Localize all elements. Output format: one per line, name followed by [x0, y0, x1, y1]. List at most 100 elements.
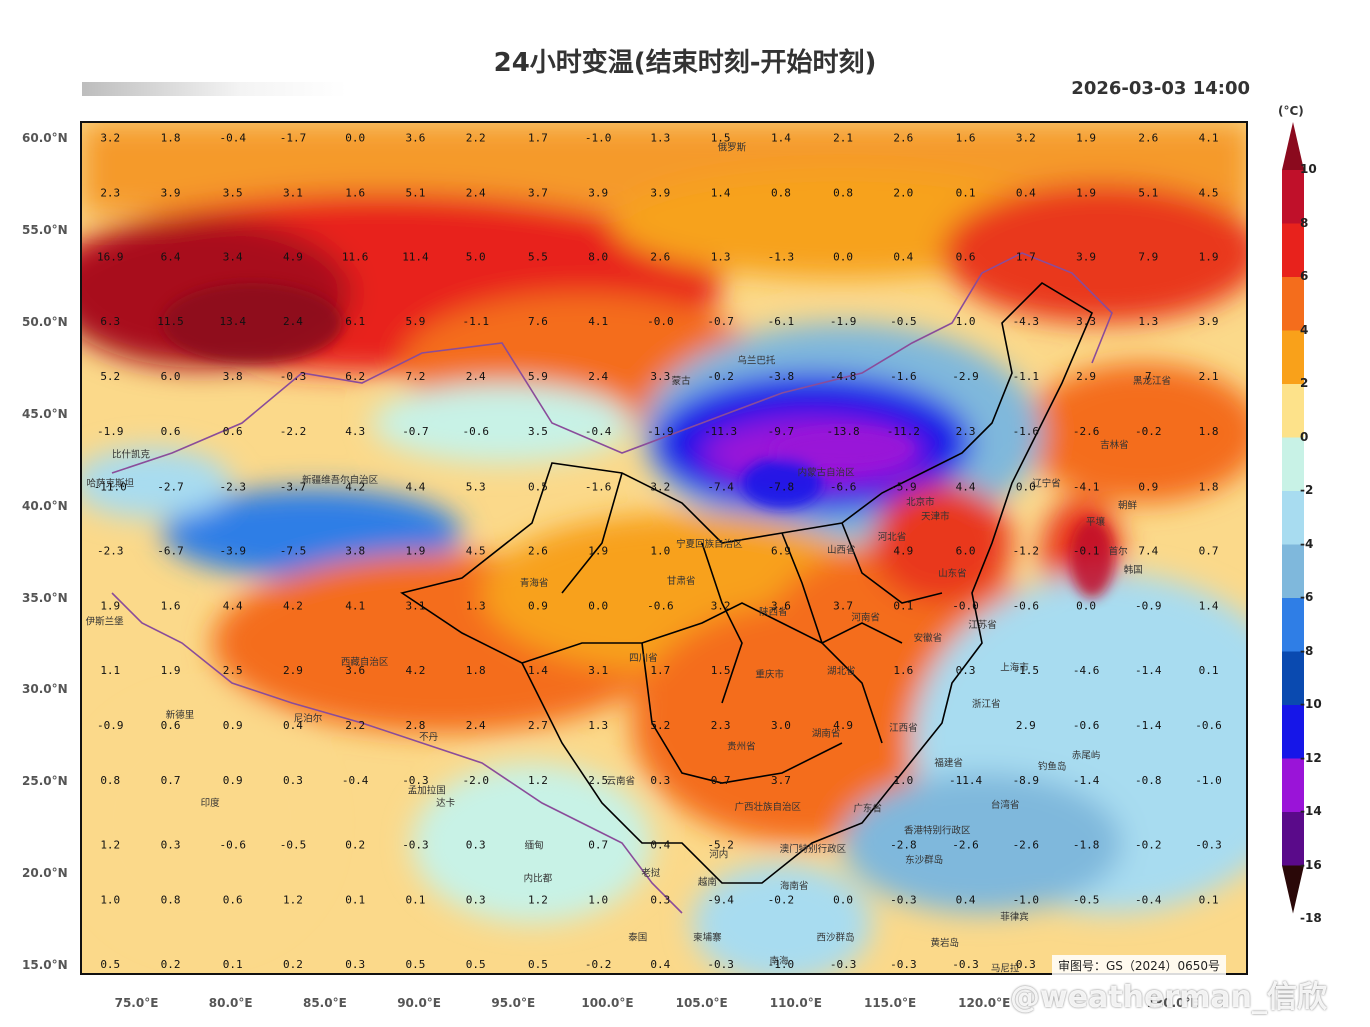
grid-value: 1.9 — [1076, 131, 1096, 144]
grid-value: 4.9 — [833, 719, 853, 732]
grid-value: 3.9 — [1199, 315, 1219, 328]
grid-value: 1.7 — [1016, 251, 1036, 264]
grid-value: 1.4 — [711, 186, 731, 199]
grid-value: -7.5 — [280, 545, 307, 558]
grid-value: -5.9 — [890, 480, 917, 493]
grid-value: 4.3 — [345, 425, 365, 438]
grid-value: 1.8 — [161, 131, 181, 144]
grid-value: 4.9 — [283, 251, 303, 264]
grid-value: -0.8 — [1135, 774, 1162, 787]
colorbar-segment — [1282, 223, 1304, 278]
place-label: 河南省 — [851, 612, 880, 624]
grid-value: -2.9 — [952, 370, 979, 383]
grid-value: 3.9 — [1076, 251, 1096, 264]
grid-value: -11.4 — [949, 774, 982, 787]
grid-value: 0.8 — [161, 894, 181, 907]
colorbar-bottom-arrow — [1282, 865, 1304, 914]
grid-value: -0.9 — [1135, 600, 1162, 613]
grid-value: 0.6 — [161, 719, 181, 732]
grid-value: 0.9 — [223, 774, 243, 787]
grid-value: -2.2 — [280, 425, 307, 438]
grid-value: -0.4 — [342, 774, 369, 787]
country-borders — [111, 252, 1113, 914]
grid-value: -0.0 — [952, 600, 979, 613]
grid-value: 3.8 — [223, 370, 243, 383]
grid-value: 6.0 — [161, 370, 181, 383]
grid-value: -0.1 — [1073, 545, 1100, 558]
place-label: 印度 — [201, 797, 221, 809]
grid-value: 5.9 — [406, 315, 426, 328]
place-label: 朝鲜 — [1118, 500, 1138, 512]
grid-value: -0.6 — [219, 838, 246, 851]
grid-value: 1.3 — [650, 131, 670, 144]
colorbar-tick-label: -16 — [1300, 857, 1322, 872]
grid-value: 2.4 — [466, 719, 486, 732]
grid-value: 3.7 — [528, 186, 548, 199]
grid-value: -2.3 — [97, 545, 124, 558]
grid-value: -1.9 — [830, 315, 857, 328]
grid-value: -7.8 — [768, 480, 795, 493]
colorbar-segment — [1282, 491, 1304, 545]
grid-value: 0.6 — [956, 251, 976, 264]
grid-value: 5.3 — [466, 480, 486, 493]
grid-value: 3.9 — [588, 186, 608, 199]
colorbar-tick-label: -12 — [1300, 750, 1322, 765]
colorbar-unit: (°C) — [1278, 104, 1304, 118]
grid-value: 2.6 — [893, 131, 913, 144]
grid-value: 0.8 — [771, 186, 791, 199]
grid-value: 1.0 — [588, 894, 608, 907]
grid-value: 1.6 — [345, 186, 365, 199]
grid-value: -1.0 — [1013, 894, 1040, 907]
place-label: 广西壮族自治区 — [734, 801, 801, 813]
grid-value: 6.3 — [100, 315, 120, 328]
grid-value: 0.3 — [650, 894, 670, 907]
grid-value: 3.1 — [283, 186, 303, 199]
place-label: 钓鱼岛 — [1038, 760, 1067, 772]
grid-value: 0.4 — [650, 958, 670, 971]
grid-value: 0.3 — [283, 774, 303, 787]
latitude-tick-label: 20.0°N — [22, 865, 68, 880]
grid-value: 0.5 — [528, 958, 548, 971]
grid-value: -0.6 — [462, 425, 489, 438]
grid-value: 1.9 — [1076, 186, 1096, 199]
place-label: 泰国 — [628, 931, 647, 943]
place-label: 河北省 — [878, 531, 907, 543]
grid-value: -13.8 — [827, 425, 860, 438]
grid-value: 4.2 — [283, 600, 303, 613]
grid-value: 0.1 — [223, 958, 243, 971]
watermark: @weatherman_信欣 — [1010, 980, 1328, 1015]
grid-value: 0.7 — [161, 774, 181, 787]
place-label: 安徽省 — [914, 632, 943, 644]
grid-value: 1.7 — [650, 664, 670, 677]
place-label: 天津市 — [921, 511, 950, 523]
grid-value: 3.7 — [833, 600, 853, 613]
place-label: 福建省 — [934, 757, 963, 769]
place-label: 西沙群岛 — [817, 931, 855, 943]
grid-value: -6.7 — [157, 545, 184, 558]
longitude-tick-label: 90.0°E — [397, 996, 441, 1010]
grid-value: -2.0 — [462, 774, 489, 787]
grid-value: 2.1 — [1199, 370, 1219, 383]
grid-value: 1.5 — [711, 131, 731, 144]
grid-value: -1.4 — [1135, 664, 1162, 677]
place-label: 黑龙江省 — [1133, 375, 1171, 387]
longitude-tick-label: 85.0°E — [302, 996, 347, 1010]
grid-value: -0.2 — [1135, 425, 1162, 438]
place-label: 江西省 — [889, 722, 918, 734]
grid-value: -0.6 — [1195, 719, 1222, 732]
grid-value: 0.7 — [588, 838, 608, 851]
place-label: 山东省 — [938, 568, 967, 580]
grid-value: 0.0 — [588, 600, 608, 613]
colorbar-segment — [1282, 705, 1304, 759]
grid-value: 1.0 — [893, 774, 913, 787]
place-label: 东沙群岛 — [905, 854, 943, 866]
place-label: 老挝 — [641, 867, 661, 879]
grid-value: -1.0 — [585, 131, 612, 144]
grid-value: -1.7 — [280, 131, 307, 144]
grid-value: 3.6 — [406, 131, 426, 144]
grid-value: 2.3 — [711, 719, 731, 732]
colorbar-segment — [1282, 812, 1304, 866]
grid-value: 7.2 — [406, 370, 426, 383]
grid-value: -1.0 — [768, 958, 795, 971]
